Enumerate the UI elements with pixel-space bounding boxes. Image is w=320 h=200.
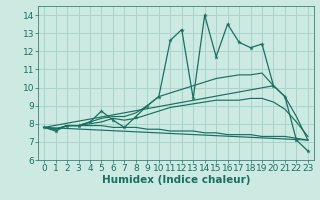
X-axis label: Humidex (Indice chaleur): Humidex (Indice chaleur) xyxy=(102,175,250,185)
